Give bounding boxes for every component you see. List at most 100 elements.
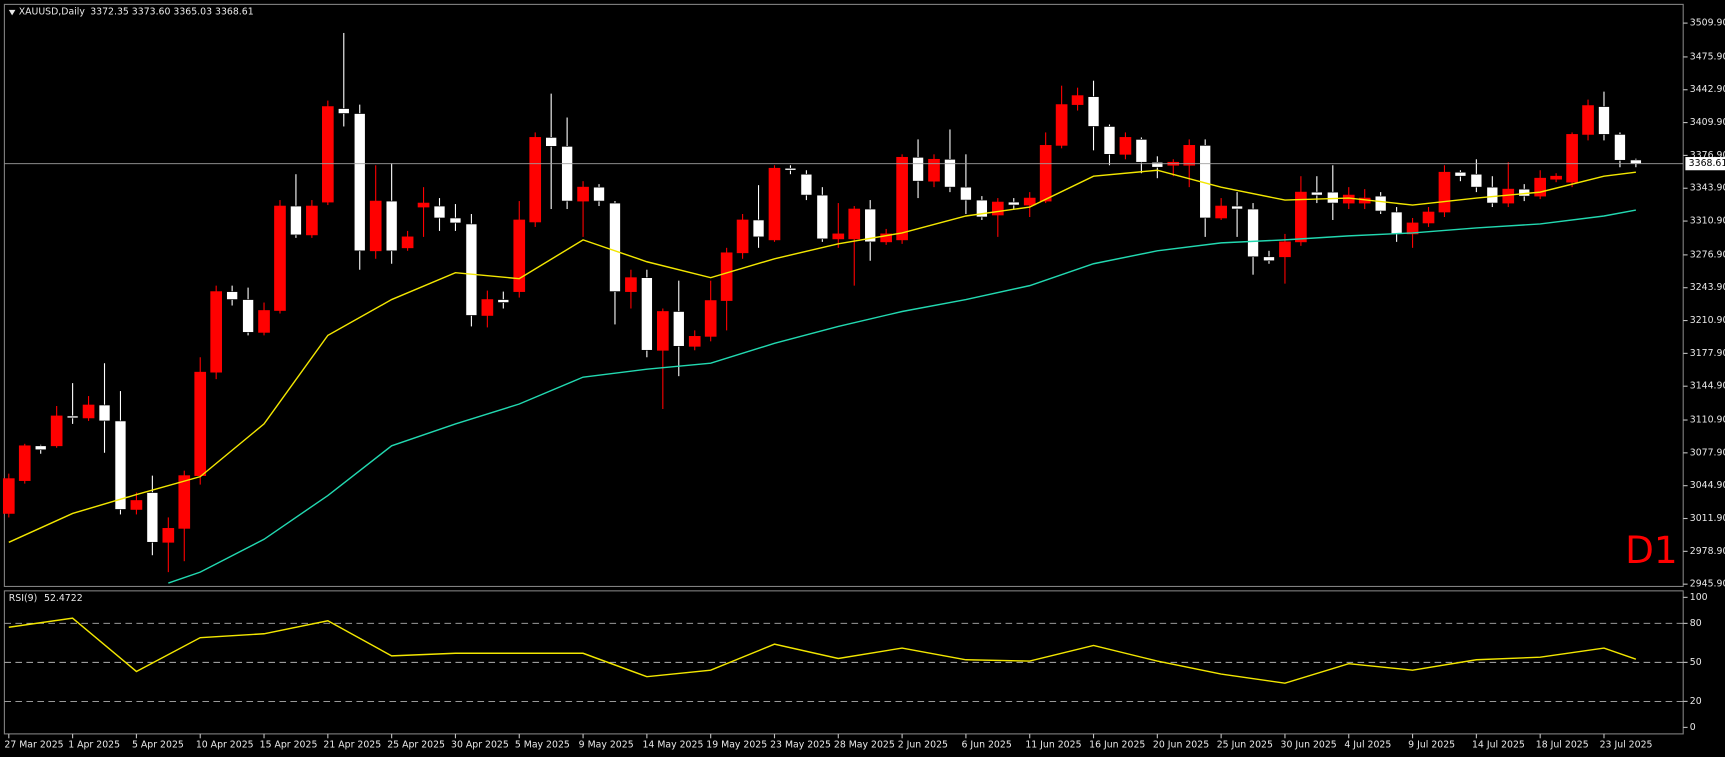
candle-body bbox=[226, 291, 238, 300]
candle-body bbox=[1454, 171, 1467, 177]
candle-body bbox=[704, 300, 717, 337]
candle-body bbox=[449, 217, 462, 224]
candle-body bbox=[401, 236, 414, 249]
y-tick-label: 3144.90 bbox=[1690, 381, 1725, 392]
candle-body bbox=[1390, 211, 1403, 235]
candle-body bbox=[146, 492, 159, 543]
candle-body bbox=[162, 528, 175, 543]
candle-body bbox=[1215, 205, 1227, 219]
y-tick-label: 3442.90 bbox=[1690, 84, 1725, 95]
candle-body bbox=[353, 113, 366, 252]
symbol-title: XAUUSD,Daily bbox=[19, 7, 86, 18]
candle-body bbox=[816, 194, 829, 240]
y-tick-label: 3509.90 bbox=[1690, 18, 1725, 29]
candle-body bbox=[641, 277, 653, 351]
x-tick-label: 30 Jun 2025 bbox=[1281, 739, 1337, 750]
ohlc-info: 3372.35 3373.60 3365.03 3368.61 bbox=[90, 7, 254, 18]
candle-body bbox=[481, 299, 494, 316]
candle-body bbox=[912, 156, 924, 182]
candle-body bbox=[928, 158, 940, 182]
candle-body bbox=[98, 404, 111, 422]
candle-body bbox=[50, 415, 63, 447]
y-tick-label: 3243.90 bbox=[1690, 282, 1725, 293]
x-tick-label: 20 Jun 2025 bbox=[1153, 739, 1209, 750]
current-price-label: 3368.61 bbox=[1689, 158, 1725, 169]
candle-body bbox=[688, 336, 701, 347]
y-tick-label: 2945.90 bbox=[1690, 579, 1725, 590]
y-tick-label: 2978.90 bbox=[1690, 546, 1725, 557]
y-tick-label: 3110.90 bbox=[1690, 415, 1725, 426]
candle-body bbox=[417, 202, 430, 208]
candle-body bbox=[848, 208, 861, 240]
candle-body bbox=[880, 233, 892, 243]
candle-body bbox=[258, 310, 270, 333]
candle-body bbox=[1087, 96, 1100, 127]
x-tick-label: 14 Jul 2025 bbox=[1472, 739, 1525, 750]
candle-body bbox=[896, 156, 908, 241]
candle-body bbox=[1231, 205, 1243, 210]
candle-body bbox=[1247, 208, 1259, 258]
price-panel bbox=[3, 3, 1684, 588]
candle-body bbox=[1279, 241, 1291, 258]
candle-body bbox=[1023, 197, 1036, 206]
candle-body bbox=[66, 415, 79, 419]
candle-body bbox=[1151, 161, 1164, 168]
x-tick-label: 19 May 2025 bbox=[706, 739, 767, 750]
x-tick-label: 6 Jun 2025 bbox=[962, 739, 1012, 750]
candle-body bbox=[561, 146, 573, 202]
candle-body bbox=[720, 252, 733, 301]
candle-body bbox=[1630, 159, 1642, 164]
candle-body bbox=[609, 202, 621, 292]
candle-body bbox=[337, 108, 350, 114]
moving-average bbox=[8, 169, 1636, 543]
candle-body bbox=[529, 137, 542, 223]
candle-body bbox=[1326, 191, 1339, 204]
candle-body bbox=[1566, 134, 1578, 183]
x-tick-label: 16 Jun 2025 bbox=[1089, 739, 1145, 750]
candle-body bbox=[832, 233, 845, 240]
candle-body bbox=[385, 200, 398, 252]
x-tick-label: 4 Jul 2025 bbox=[1344, 739, 1391, 750]
candle-body bbox=[1295, 191, 1307, 243]
candle-body bbox=[290, 205, 302, 236]
candle-body bbox=[1071, 95, 1084, 105]
x-tick-label: 23 May 2025 bbox=[770, 739, 831, 750]
candle-body bbox=[625, 277, 637, 292]
candle-body bbox=[593, 186, 605, 202]
x-tick-label: 30 Apr 2025 bbox=[451, 739, 509, 750]
candle-body bbox=[433, 205, 446, 219]
candle-body bbox=[1598, 106, 1610, 135]
x-tick-label: 1 Apr 2025 bbox=[68, 739, 120, 750]
candle-body bbox=[178, 475, 191, 529]
candle-body bbox=[1406, 222, 1419, 235]
x-tick-label: 27 Mar 2025 bbox=[4, 739, 63, 750]
candle-body bbox=[864, 208, 877, 243]
x-tick-label: 2 Jun 2025 bbox=[898, 739, 948, 750]
x-tick-label: 5 May 2025 bbox=[515, 739, 570, 750]
candle-body bbox=[322, 106, 334, 203]
candle-body bbox=[2, 478, 15, 514]
x-tick-label: 28 May 2025 bbox=[834, 739, 895, 750]
candle-body bbox=[210, 291, 223, 373]
x-tick-label: 5 Apr 2025 bbox=[132, 739, 184, 750]
rsi-value: 52.4722 bbox=[44, 593, 83, 604]
x-tick-label: 25 Jun 2025 bbox=[1217, 739, 1273, 750]
y-tick-label: 3409.90 bbox=[1690, 117, 1725, 128]
candle-body bbox=[784, 167, 797, 171]
candle-body bbox=[1263, 256, 1275, 262]
candle-body bbox=[1007, 201, 1020, 206]
candle-body bbox=[1438, 171, 1451, 213]
y-tick-label: 3044.90 bbox=[1690, 480, 1725, 491]
menu-triangle[interactable] bbox=[8, 9, 16, 16]
candle-body bbox=[1039, 145, 1052, 202]
y-tick-label: 50 bbox=[1690, 657, 1702, 668]
candle-body bbox=[656, 311, 669, 351]
rsi-title: RSI(9) bbox=[9, 593, 37, 604]
y-tick-label: 3276.90 bbox=[1690, 249, 1725, 260]
candle-body bbox=[1135, 139, 1148, 163]
x-tick-label: 10 Apr 2025 bbox=[196, 739, 254, 750]
y-tick-label: 3177.90 bbox=[1690, 348, 1725, 359]
x-tick-label: 14 May 2025 bbox=[642, 739, 703, 750]
